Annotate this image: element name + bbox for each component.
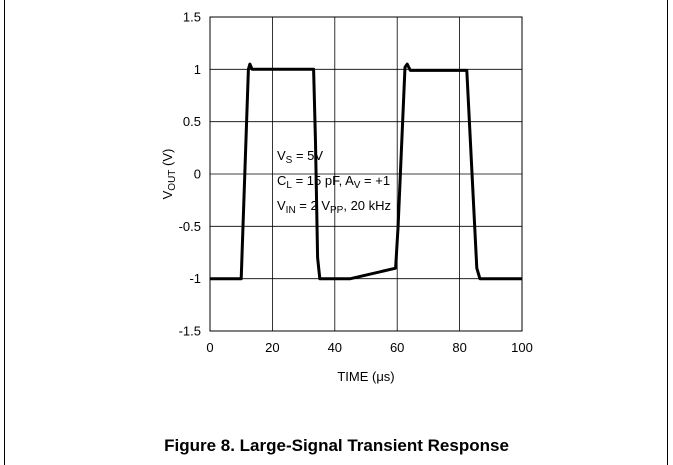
x-tick-label: 100 — [511, 340, 533, 355]
y-tick-label: 0.5 — [183, 114, 201, 129]
y-axis-title: VOUT (V) — [160, 149, 178, 200]
y-tick-label: 0 — [194, 167, 201, 182]
plot-area-border — [209, 16, 523, 332]
x-tick-label: 20 — [265, 340, 279, 355]
x-tick-label: 60 — [390, 340, 404, 355]
condition-annotation-line: CL = 15 pF, AV = +1 — [277, 173, 390, 191]
y-tick-label: -1.5 — [179, 324, 201, 339]
x-tick-label: 40 — [328, 340, 342, 355]
x-tick-label: 0 — [206, 340, 213, 355]
condition-annotation-line: VIN = 2 VPP, 20 kHz — [277, 198, 391, 216]
tick-labels: 0 20 40 60 80 100 -1.5 -1 -0.5 0 0.5 1 1.5 — [179, 10, 533, 356]
y-tick-label: 1 — [194, 62, 201, 77]
y-tick-label: -1 — [189, 271, 201, 286]
y-tick-label: -0.5 — [179, 219, 201, 234]
page-border-left — [4, 0, 5, 465]
y-tick-label: 1.5 — [183, 10, 201, 25]
vout-waveform-line — [210, 62, 522, 281]
x-tick-label: 80 — [452, 340, 466, 355]
page-border-right — [667, 0, 668, 465]
figure-caption: Figure 8. Large-Signal Transient Respons… — [164, 436, 509, 455]
x-axis-title: TIME (μs) — [337, 369, 394, 384]
